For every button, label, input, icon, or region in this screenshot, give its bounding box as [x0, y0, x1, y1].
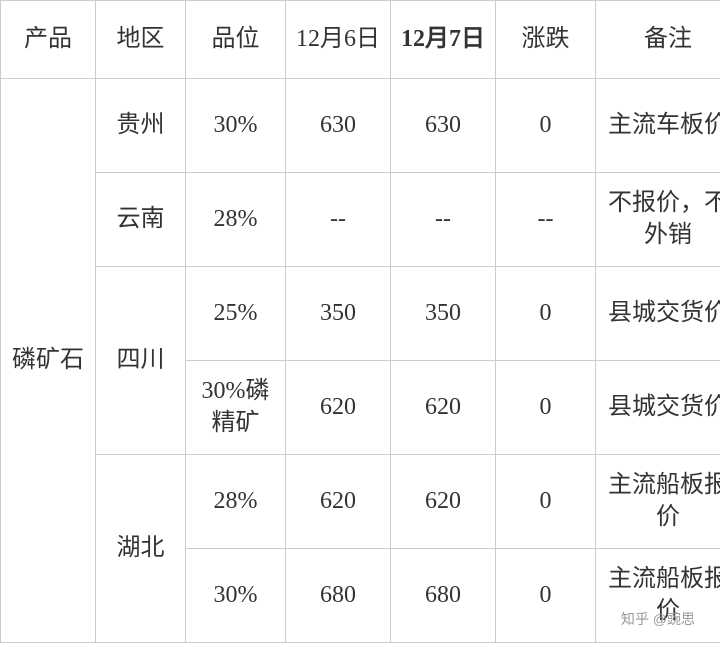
cell-product: 磷矿石	[1, 79, 96, 643]
cell-date2: 630	[391, 79, 496, 173]
cell-date2: 680	[391, 549, 496, 643]
cell-change: 0	[496, 549, 596, 643]
cell-grade: 28%	[186, 455, 286, 549]
header-change: 涨跌	[496, 1, 596, 79]
table-row: 云南28%------不报价，不外销	[1, 173, 720, 267]
cell-date1: 620	[286, 361, 391, 455]
cell-change: 0	[496, 361, 596, 455]
watermark-text: 知乎 @豌思	[621, 609, 695, 629]
cell-date1: 620	[286, 455, 391, 549]
header-date1: 12月6日	[286, 1, 391, 79]
cell-region: 贵州	[96, 79, 186, 173]
cell-grade: 30%	[186, 549, 286, 643]
cell-note: 不报价，不外销	[596, 173, 720, 267]
header-date2: 12月7日	[391, 1, 496, 79]
cell-date1: 350	[286, 267, 391, 361]
cell-region: 云南	[96, 173, 186, 267]
price-table: 产品 地区 品位 12月6日 12月7日 涨跌 备注 磷矿石贵州30%63063…	[0, 0, 720, 643]
cell-date2: --	[391, 173, 496, 267]
table-row: 湖北28%6206200主流船板报价	[1, 455, 720, 549]
cell-grade: 30%磷精矿	[186, 361, 286, 455]
cell-note: 主流车板价	[596, 79, 720, 173]
cell-note: 主流船板报价	[596, 455, 720, 549]
header-note: 备注	[596, 1, 720, 79]
cell-date2: 350	[391, 267, 496, 361]
table-row: 磷矿石贵州30%6306300主流车板价	[1, 79, 720, 173]
header-region: 地区	[96, 1, 186, 79]
header-product: 产品	[1, 1, 96, 79]
cell-date1: --	[286, 173, 391, 267]
cell-date2: 620	[391, 455, 496, 549]
cell-grade: 25%	[186, 267, 286, 361]
cell-change: 0	[496, 455, 596, 549]
table-row: 四川25%3503500县城交货价	[1, 267, 720, 361]
header-grade: 品位	[186, 1, 286, 79]
cell-grade: 30%	[186, 79, 286, 173]
cell-date1: 680	[286, 549, 391, 643]
cell-region: 湖北	[96, 455, 186, 643]
cell-change: --	[496, 173, 596, 267]
cell-change: 0	[496, 267, 596, 361]
table-body: 磷矿石贵州30%6306300主流车板价云南28%------不报价，不外销四川…	[1, 79, 720, 643]
cell-note: 县城交货价	[596, 267, 720, 361]
cell-note: 县城交货价	[596, 361, 720, 455]
cell-date1: 630	[286, 79, 391, 173]
cell-change: 0	[496, 79, 596, 173]
cell-region: 四川	[96, 267, 186, 455]
table-header-row: 产品 地区 品位 12月6日 12月7日 涨跌 备注	[1, 1, 720, 79]
cell-date2: 620	[391, 361, 496, 455]
cell-grade: 28%	[186, 173, 286, 267]
